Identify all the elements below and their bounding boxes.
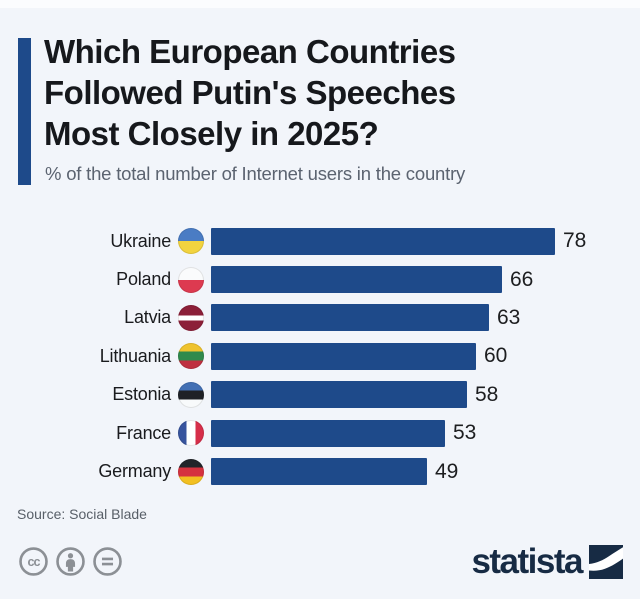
country-label: Poland bbox=[116, 269, 171, 290]
chart-title-line-2: Followed Putin's Speeches bbox=[44, 74, 456, 111]
bar-estonia bbox=[211, 381, 467, 409]
bar-chart: Ukraine 78 Poland 66 Latvia 63 Lithuania 60 Esto… bbox=[0, 222, 640, 491]
chart-row-latvia: Latvia 63 bbox=[0, 299, 640, 337]
equals-icon[interactable] bbox=[92, 546, 123, 577]
chart-title-line-1: Which European Countries bbox=[44, 33, 456, 70]
flag-germany-icon bbox=[178, 458, 204, 485]
bar-value-label: 78 bbox=[563, 229, 587, 253]
license-icons: cc bbox=[18, 546, 123, 577]
chart-title: Which European Countries Followed Putin'… bbox=[44, 31, 456, 154]
attribution-icon[interactable] bbox=[55, 546, 86, 577]
chart-row-lithuania: Lithuania 60 bbox=[0, 337, 640, 375]
svg-text:cc: cc bbox=[27, 555, 40, 569]
chart-row-estonia: Estonia 58 bbox=[0, 376, 640, 414]
chart-title-line-3: Most Closely in 2025? bbox=[44, 115, 379, 152]
chart-subtitle: % of the total number of Internet users … bbox=[45, 163, 466, 184]
country-label: France bbox=[116, 422, 171, 443]
bar-germany bbox=[211, 458, 427, 486]
country-label: Estonia bbox=[112, 384, 171, 405]
bar-value-label: 60 bbox=[484, 344, 508, 368]
country-label: Latvia bbox=[124, 307, 171, 328]
country-label: Lithuania bbox=[99, 345, 171, 366]
bar-value-label: 58 bbox=[475, 382, 499, 406]
title-accent-bar bbox=[18, 38, 31, 185]
country-label: Ukraine bbox=[110, 230, 171, 251]
statista-logo[interactable]: statista bbox=[471, 542, 623, 581]
bar-value-label: 66 bbox=[510, 267, 534, 291]
bar-value-label: 63 bbox=[497, 305, 521, 329]
flag-latvia-icon bbox=[178, 304, 204, 331]
bar-ukraine bbox=[211, 227, 555, 255]
flag-estonia-icon bbox=[178, 381, 204, 408]
bar-value-label: 49 bbox=[435, 459, 459, 483]
flag-poland-icon bbox=[178, 266, 204, 293]
flag-ukraine-icon bbox=[178, 228, 204, 255]
bar-value-label: 53 bbox=[453, 421, 477, 445]
flag-lithuania-icon bbox=[178, 343, 204, 370]
flag-france-icon bbox=[178, 420, 204, 447]
chart-row-germany: Germany 49 bbox=[0, 452, 640, 490]
bar-latvia bbox=[211, 304, 489, 332]
country-label: Germany bbox=[98, 461, 171, 482]
top-border-strip bbox=[0, 0, 640, 8]
statista-wordmark: statista bbox=[471, 542, 583, 581]
bar-france bbox=[211, 419, 445, 447]
chart-row-ukraine: Ukraine 78 bbox=[0, 222, 640, 260]
chart-row-france: France 53 bbox=[0, 414, 640, 452]
source-note: Source: Social Blade bbox=[17, 506, 147, 522]
cc-icon[interactable]: cc bbox=[18, 546, 49, 577]
statista-logo-icon bbox=[589, 545, 623, 579]
bar-poland bbox=[211, 266, 502, 294]
chart-row-poland: Poland 66 bbox=[0, 260, 640, 298]
bar-lithuania bbox=[211, 342, 476, 370]
